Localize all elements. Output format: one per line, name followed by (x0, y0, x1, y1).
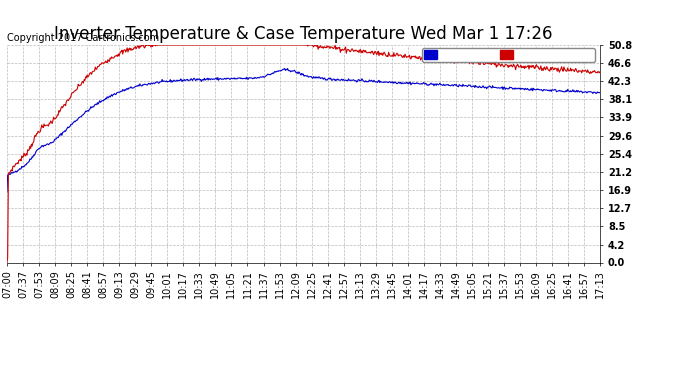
Title: Inverter Temperature & Case Temperature Wed Mar 1 17:26: Inverter Temperature & Case Temperature … (55, 26, 553, 44)
Text: Copyright 2017 Cartronics.com: Copyright 2017 Cartronics.com (7, 33, 159, 43)
Legend: Case  (°C), Inverter  (°C): Case (°C), Inverter (°C) (422, 48, 595, 62)
